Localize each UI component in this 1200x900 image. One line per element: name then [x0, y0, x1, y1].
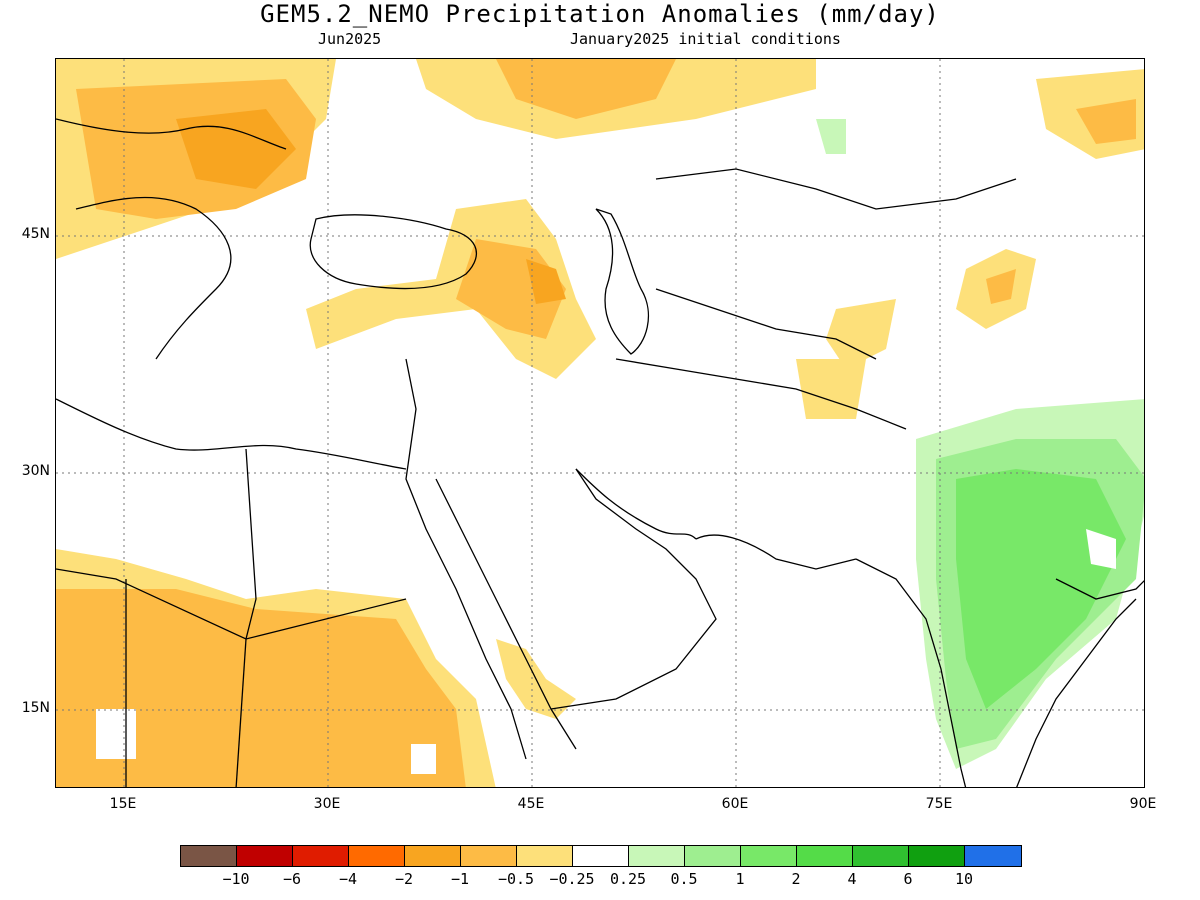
colorbar-swatch — [517, 846, 573, 866]
colorbar-tick-label: −6 — [282, 870, 302, 888]
colorbar-swatch — [797, 846, 853, 866]
colorbar-swatch — [909, 846, 965, 866]
colorbar-swatch — [853, 846, 909, 866]
colorbar-tick-label: −2 — [394, 870, 414, 888]
forecast-month: Jun2025 — [318, 30, 382, 48]
colorbar-tick-label: 2 — [791, 870, 801, 888]
colorbar-swatch — [293, 846, 349, 866]
lon-label-75e: 75E — [925, 796, 953, 812]
colorbar-swatch — [181, 846, 237, 866]
initial-conditions: January2025 initial conditions — [570, 30, 841, 48]
colorbar-swatch — [965, 846, 1021, 866]
colorbar-tick-label: 0.5 — [670, 870, 698, 888]
colorbar-swatch — [461, 846, 517, 866]
colorbar-tick-label: 0.25 — [609, 870, 647, 888]
colorbar-tick-label: −0.5 — [497, 870, 535, 888]
lat-label-30n: 30N — [21, 463, 50, 479]
lat-label-15n: 15N — [21, 700, 50, 716]
colorbar-swatch — [405, 846, 461, 866]
lon-label-30e: 30E — [313, 796, 341, 812]
colorbar-tick-label: −1 — [450, 870, 470, 888]
lat-label-45n: 45N — [21, 226, 50, 242]
colorbar-swatch — [349, 846, 405, 866]
lon-label-90e: 90E — [1129, 796, 1157, 812]
map-panel — [55, 58, 1145, 788]
colorbar-tick-label: 6 — [903, 870, 913, 888]
colorbar — [180, 845, 1022, 867]
colorbar-tick-label: −10 — [222, 870, 250, 888]
colorbar-swatch — [629, 846, 685, 866]
colorbar-tick-label: 4 — [847, 870, 857, 888]
coastlines-and-borders — [56, 118, 1144, 787]
dry-anomaly-shading — [56, 59, 1144, 787]
graticule — [56, 59, 1144, 787]
colorbar-tick-label: 1 — [735, 870, 745, 888]
colorbar-tick-label: 10 — [954, 870, 974, 888]
colorbar-tick-label: −0.25 — [549, 870, 595, 888]
lon-label-60e: 60E — [721, 796, 749, 812]
chart-title: GEM5.2_NEMO Precipitation Anomalies (mm/… — [260, 0, 940, 28]
colorbar-tick-label: −4 — [338, 870, 358, 888]
lon-label-15e: 15E — [109, 796, 137, 812]
lon-label-45e: 45E — [517, 796, 545, 812]
colorbar-swatch — [741, 846, 797, 866]
colorbar-swatch — [237, 846, 293, 866]
colorbar-swatch — [685, 846, 741, 866]
colorbar-swatch — [573, 846, 629, 866]
anomaly-map — [56, 59, 1144, 787]
wet-anomaly-shading — [816, 119, 1144, 769]
